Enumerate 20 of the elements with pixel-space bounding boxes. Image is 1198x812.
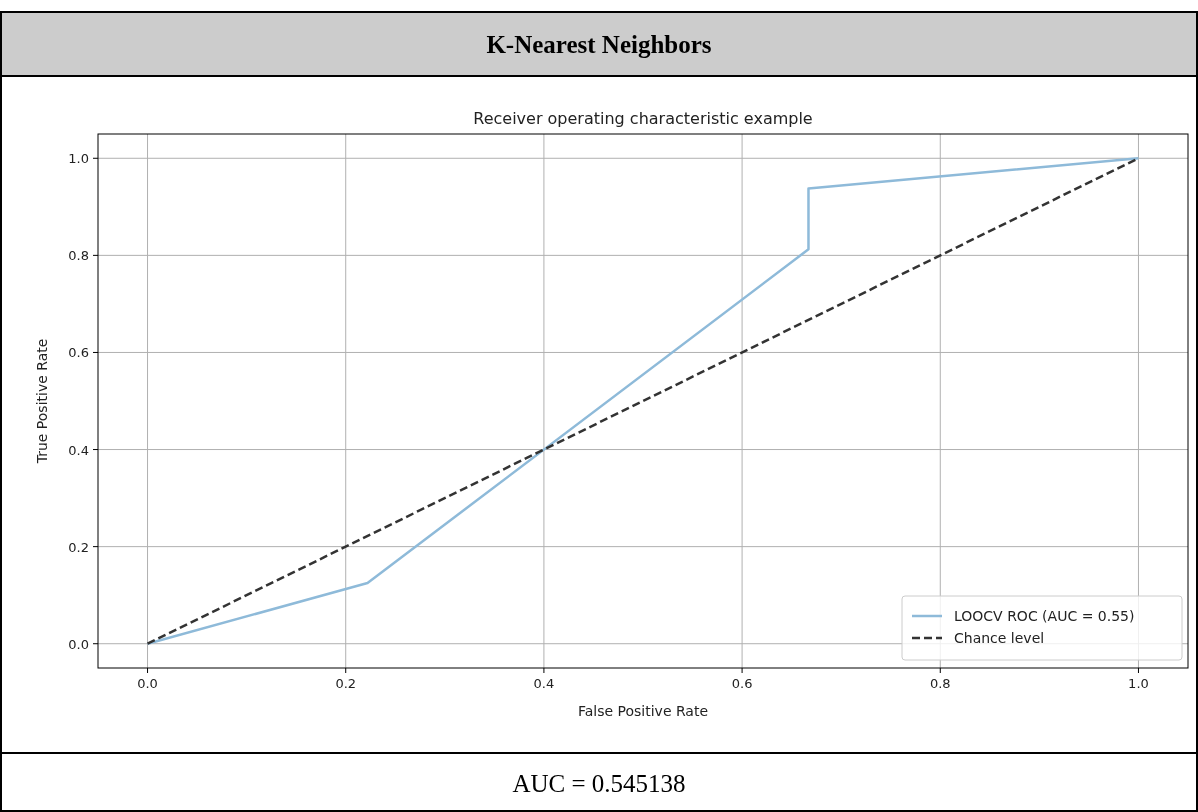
text: AUC = 0.545138 — [512, 770, 686, 797]
y-tick-label: 0.4 — [68, 442, 89, 458]
chart-subtitle: Receiver operating characteristic example — [473, 109, 813, 128]
legend-label: LOOCV ROC (AUC = 0.55) — [954, 608, 1135, 624]
y-tick-label: 0.0 — [68, 636, 89, 652]
y-tick-label: 0.8 — [68, 248, 89, 264]
chart-title: K-Nearest Neighbors — [486, 31, 712, 58]
y-tick-label: 0.2 — [68, 539, 89, 555]
legend-label: Chance level — [954, 630, 1045, 646]
x-tick-label: 0.6 — [731, 676, 753, 691]
x-tick-label: 0.2 — [335, 676, 357, 691]
x-tick-label: 0.4 — [533, 676, 555, 691]
x-tick-label: 0.8 — [929, 676, 951, 691]
line-series — [146, 157, 1140, 645]
y-tick-label: 0.6 — [68, 345, 89, 361]
x-tick-label: 1.0 — [1128, 676, 1149, 691]
y-axis-title: True Positive Rate — [34, 338, 50, 465]
y-tick-label: 1.0 — [68, 151, 89, 167]
x-tick-label: 0.0 — [137, 676, 158, 691]
x-axis-title: False Positive Rate — [577, 703, 709, 719]
